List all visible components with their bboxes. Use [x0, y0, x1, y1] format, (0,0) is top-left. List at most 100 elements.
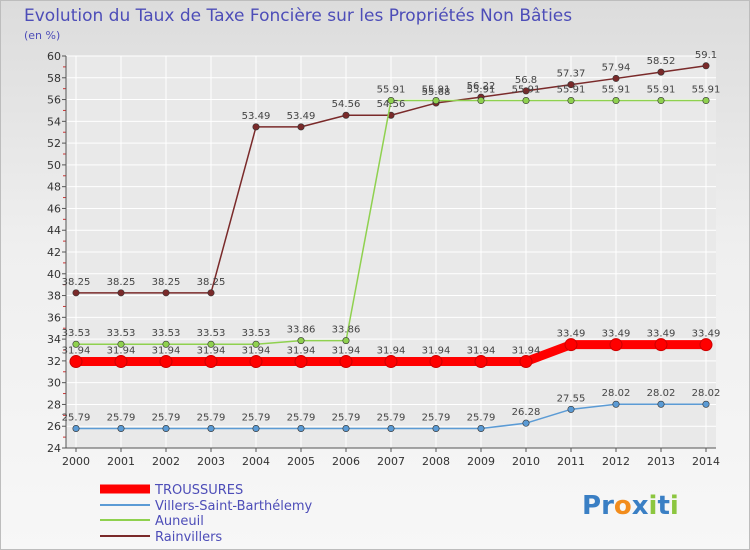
data-label: 31.94 [512, 346, 541, 357]
data-point [522, 419, 530, 427]
data-label: 31.94 [107, 346, 136, 357]
data-point [342, 337, 350, 345]
data-label: 28.02 [647, 388, 676, 399]
data-point [522, 87, 530, 95]
x-tick-label: 2010 [512, 455, 540, 468]
y-tick-label: 24 [47, 442, 61, 455]
legend-label: Rainvillers [155, 530, 222, 545]
data-label: 26.28 [512, 407, 541, 418]
y-tick-label: 52 [47, 137, 61, 150]
data-point [342, 111, 350, 119]
data-point [72, 425, 80, 433]
y-tick-label: 58 [47, 72, 61, 85]
data-label: 31.94 [62, 346, 91, 357]
y-tick-label: 28 [47, 398, 61, 411]
x-tick-label: 2002 [152, 455, 180, 468]
data-point [297, 425, 305, 433]
x-tick-label: 2013 [647, 455, 675, 468]
data-point [294, 355, 308, 369]
data-point [654, 338, 668, 352]
data-label: 54.56 [377, 99, 406, 110]
data-point [474, 355, 488, 369]
logo-letter: i [649, 491, 658, 521]
data-label: 38.25 [62, 277, 91, 288]
logo-text: Proxiti [582, 491, 679, 521]
legend-label: Villers-Saint-Barthélemy [155, 499, 312, 514]
data-point [432, 425, 440, 433]
chart-title: Evolution du Taux de Taxe Foncière sur l… [24, 6, 572, 26]
data-label: 27.55 [557, 393, 586, 404]
data-label: 53.49 [242, 111, 271, 122]
data-point [117, 425, 125, 433]
data-point [522, 97, 530, 105]
data-label: 55.68 [422, 87, 451, 98]
data-point [117, 340, 125, 348]
data-label: 31.94 [332, 346, 361, 357]
data-label: 25.79 [197, 413, 226, 424]
data-point [702, 62, 710, 70]
data-point [162, 289, 170, 297]
x-tick-label: 2012 [602, 455, 630, 468]
data-label: 55.91 [377, 85, 406, 96]
data-label: 55.91 [422, 85, 451, 96]
data-point [162, 425, 170, 433]
x-tick-label: 2001 [107, 455, 135, 468]
data-label: 55.91 [467, 85, 496, 96]
data-point [612, 400, 620, 408]
data-label: 25.79 [332, 413, 361, 424]
data-point [252, 425, 260, 433]
data-label: 33.86 [287, 325, 316, 336]
logo-letter: x [632, 491, 649, 521]
data-point [207, 340, 215, 348]
x-tick-label: 2007 [377, 455, 405, 468]
data-label: 59.1 [695, 50, 717, 61]
data-point [297, 337, 305, 345]
data-label: 28.02 [692, 388, 721, 399]
data-label: 38.25 [197, 277, 226, 288]
data-point [567, 405, 575, 413]
data-point [657, 68, 665, 76]
data-point [612, 74, 620, 82]
x-tick-label: 2009 [467, 455, 495, 468]
data-label: 33.49 [557, 329, 586, 340]
data-point [207, 425, 215, 433]
data-label: 55.91 [602, 85, 631, 96]
legend: TROUSSURESVillers-Saint-BarthélemyAuneui… [100, 483, 312, 545]
data-point [567, 81, 575, 89]
unit-label: (en %) [24, 29, 60, 42]
data-point [252, 123, 260, 131]
axes: 24 26 28 30 32 34 36 38 40 42 44 46 48 50 52 54 56 58 60 20… [47, 50, 720, 468]
data-point [297, 123, 305, 131]
data-point [477, 97, 485, 105]
data-point [72, 340, 80, 348]
data-point [114, 355, 128, 369]
logo-letter: r [601, 491, 614, 521]
data-point [72, 289, 80, 297]
y-tick-label: 32 [47, 355, 61, 368]
data-point [702, 400, 710, 408]
y-tick-label: 34 [47, 333, 61, 346]
data-label: 25.79 [377, 413, 406, 424]
data-point [567, 97, 575, 105]
data-label: 57.94 [602, 62, 631, 73]
data-label: 33.53 [152, 328, 181, 339]
legend-label: Auneuil [155, 514, 204, 529]
data-label: 31.94 [242, 346, 271, 357]
data-label: 31.94 [422, 346, 451, 357]
logo-letter: o [614, 491, 632, 521]
data-label: 54.56 [332, 99, 361, 110]
data-label: 55.91 [647, 85, 676, 96]
data-label: 33.49 [602, 329, 631, 340]
data-labels: 25.79 25.79 25.79 25.79 25.79 25.79 25.79 25.79… [62, 50, 721, 424]
data-label: 25.79 [242, 413, 271, 424]
x-tick-label: 2011 [557, 455, 585, 468]
data-label: 25.79 [62, 413, 91, 424]
data-point [429, 355, 443, 369]
data-label: 31.94 [287, 346, 316, 357]
data-label: 56.22 [467, 81, 496, 92]
data-label: 33.49 [692, 329, 721, 340]
y-tick-label: 36 [47, 311, 61, 324]
y-tick-label: 50 [47, 159, 61, 172]
y-tick-label: 30 [47, 377, 61, 390]
x-tick-label: 2003 [197, 455, 225, 468]
